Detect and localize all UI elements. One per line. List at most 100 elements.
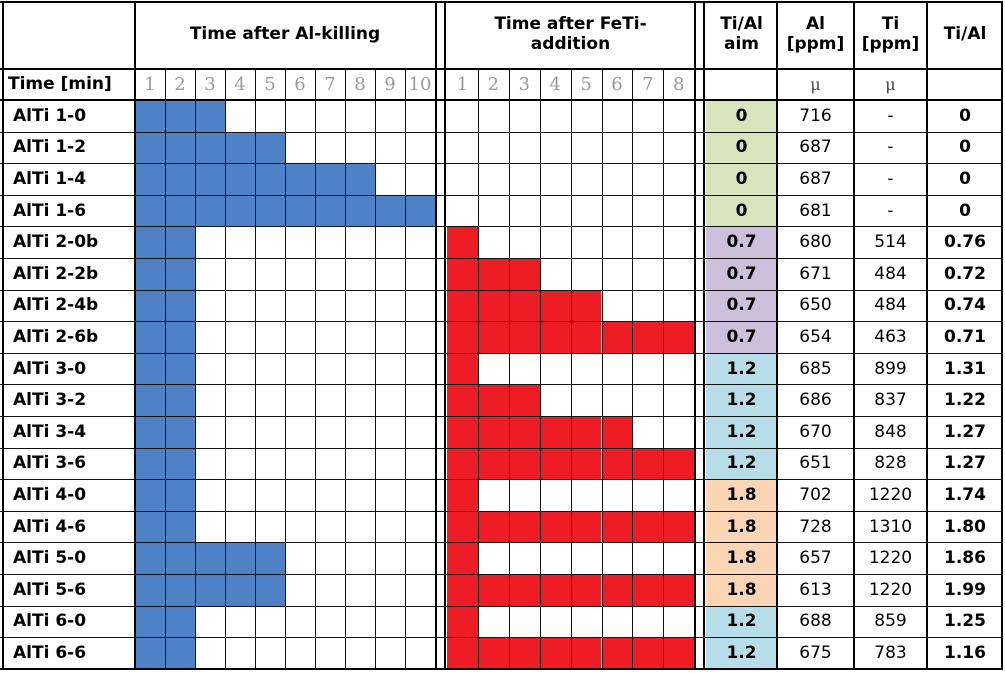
feti-addition-cell xyxy=(663,606,694,638)
al-killing-cell xyxy=(255,321,285,353)
right-border xyxy=(1001,1,1003,669)
al-col-divider xyxy=(345,68,346,669)
ti-al-ratio-cell: 1.31 xyxy=(944,358,986,379)
feti-addition-cell xyxy=(571,100,602,132)
al-killing-cell xyxy=(345,606,375,638)
al-killing-cell xyxy=(405,511,435,543)
al-tick-label: 7 xyxy=(324,73,336,95)
al-killing-cell xyxy=(225,416,255,448)
al-killing-cell xyxy=(195,353,225,385)
feti-col-divider xyxy=(570,68,572,669)
feti-addition-cell xyxy=(663,479,694,511)
al-killing-cell xyxy=(135,574,165,606)
row-divider xyxy=(0,226,1003,228)
al-killing-cell xyxy=(165,605,195,638)
tick-row-border xyxy=(0,99,1003,101)
al-killing-cell xyxy=(375,353,405,385)
al-killing-cell xyxy=(345,132,375,164)
ti-ppm-cell: 463 xyxy=(874,326,907,347)
feti-addition-cell xyxy=(632,384,663,416)
al-ppm-cell: 687 xyxy=(799,137,832,158)
feti-addition-cell xyxy=(447,605,478,638)
al-killing-cell xyxy=(315,606,345,638)
al-killing-cell xyxy=(375,163,405,195)
al-killing-cell xyxy=(405,290,435,322)
al-killing-cell xyxy=(255,606,285,638)
feti-addition-cell xyxy=(663,416,694,448)
header-ti-al-aim: Ti/Al aim xyxy=(720,14,763,54)
header-al-killing: Time after Al-killing xyxy=(189,24,381,44)
feti-addition-cell xyxy=(478,353,509,385)
ti-ppm-cell: 828 xyxy=(874,453,907,474)
al-ppm-cell: 654 xyxy=(799,326,832,347)
ti-al-ratio-cell: 1.80 xyxy=(944,516,986,537)
al-ppm-cell: 680 xyxy=(799,232,832,253)
al-killing-cell xyxy=(135,194,165,227)
feti-addition-cell xyxy=(632,163,663,195)
feti-addition-cell xyxy=(509,195,540,227)
feti-addition-cell xyxy=(478,542,509,574)
al-killing-cell xyxy=(225,100,255,132)
ti-al-aim-cell: 1.2 xyxy=(706,447,777,480)
ti-al-aim-cell: 0 xyxy=(706,163,777,195)
al-killing-cell xyxy=(135,321,165,353)
al-killing-cell xyxy=(345,542,375,574)
al-killing-cell xyxy=(195,479,225,511)
col-divider xyxy=(134,1,136,669)
feti-addition-cell xyxy=(663,321,695,353)
ti-ppm-cell: 837 xyxy=(874,390,907,411)
ti-al-ratio-cell: 1.27 xyxy=(944,421,986,442)
feti-addition-cell xyxy=(540,132,571,164)
feti-addition-cell xyxy=(571,195,602,227)
al-killing-cell xyxy=(375,542,405,574)
ti-al-aim-cell: 0 xyxy=(706,131,777,164)
al-killing-cell xyxy=(255,194,285,227)
al-killing-cell xyxy=(375,290,405,322)
feti-addition-cell xyxy=(447,479,478,511)
al-killing-cell xyxy=(225,606,255,638)
feti-addition-cell xyxy=(539,321,571,353)
feti-addition-cell xyxy=(447,510,478,543)
ti-ppm-cell: 848 xyxy=(874,421,907,442)
al-killing-cell xyxy=(285,606,315,638)
al-killing-cell xyxy=(405,606,435,638)
feti-addition-cell xyxy=(571,353,602,385)
feti-col-divider xyxy=(663,68,665,669)
ti-ppm-cell: 783 xyxy=(874,642,907,663)
al-col-divider xyxy=(315,68,316,669)
ti-al-aim-cell: 1.2 xyxy=(706,352,777,385)
al-tick-label: 1 xyxy=(144,73,156,95)
feti-col-divider xyxy=(477,68,479,669)
al-killing-cell xyxy=(375,606,405,638)
al-killing-cell xyxy=(165,258,195,290)
al-killing-cell xyxy=(195,163,225,195)
al-killing-cell xyxy=(345,511,375,543)
al-killing-cell xyxy=(135,100,165,132)
feti-tick-label: 4 xyxy=(549,73,561,95)
table-top-border xyxy=(0,1,1003,3)
al-killing-cell xyxy=(165,542,195,574)
al-killing-cell xyxy=(375,226,405,258)
al-col-divider xyxy=(225,68,226,669)
al-killing-cell xyxy=(345,384,375,416)
feti-addition-cell xyxy=(632,574,664,606)
al-killing-cell xyxy=(135,416,165,448)
ti-ppm-cell: 1310 xyxy=(868,516,913,537)
feti-addition-cell xyxy=(602,479,633,511)
feti-addition-cell xyxy=(632,258,663,290)
feti-addition-cell xyxy=(477,574,509,606)
ti-al-ratio-cell: 1.25 xyxy=(944,611,986,632)
feti-addition-cell xyxy=(540,384,571,416)
al-killing-cell xyxy=(225,384,255,416)
al-killing-cell xyxy=(225,511,255,543)
al-killing-cell xyxy=(375,194,405,227)
feti-addition-cell xyxy=(508,289,540,322)
feti-addition-cell xyxy=(602,384,633,416)
al-killing-cell xyxy=(285,100,315,132)
ti-al-aim-cell: 0 xyxy=(706,194,777,227)
row-divider xyxy=(0,416,1003,417)
al-killing-cell xyxy=(195,637,225,669)
al-ppm-cell: 650 xyxy=(799,295,832,316)
feti-addition-cell xyxy=(478,100,509,132)
